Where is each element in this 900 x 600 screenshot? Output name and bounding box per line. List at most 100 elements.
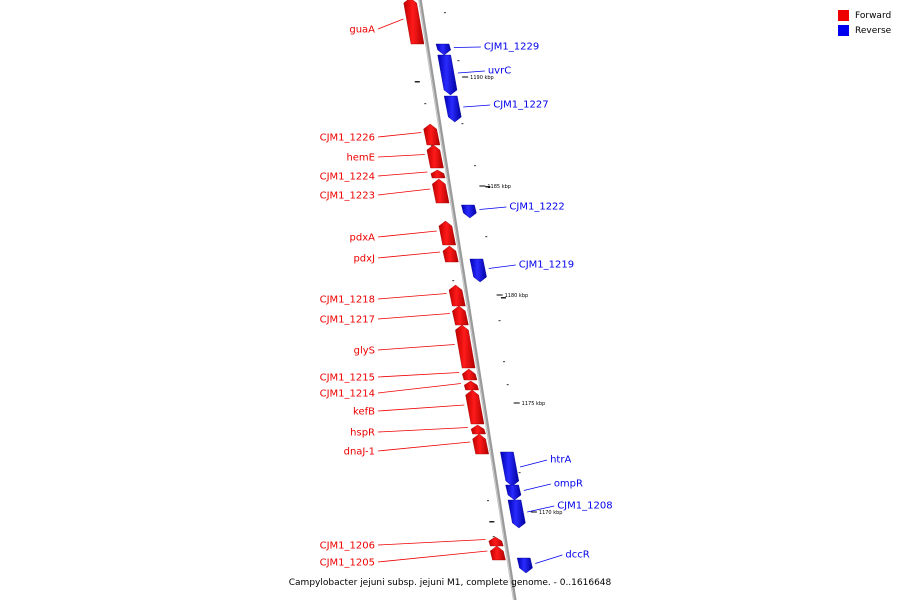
gene-label[interactable]: CJM1_1205 — [320, 558, 375, 569]
gene-arrow[interactable] — [469, 258, 487, 283]
gene-pdxa[interactable]: pdxA — [350, 220, 456, 246]
gene-kefb[interactable]: kefB — [353, 389, 485, 425]
gene-label[interactable]: CJM1_1219 — [519, 260, 574, 271]
gene-cjm1-1214[interactable]: CJM1_1214 — [320, 380, 479, 400]
gene-label[interactable]: CJM1_1214 — [320, 389, 375, 400]
gene-uvrc[interactable]: uvrC — [437, 54, 512, 96]
gene-cjm1-1218[interactable]: CJM1_1218 — [320, 284, 466, 307]
gene-arrow[interactable] — [443, 95, 462, 123]
gene-cjm1-1226[interactable]: CJM1_1226 — [320, 123, 441, 146]
gene-arrow[interactable] — [488, 536, 504, 547]
gene-label[interactable]: CJM1_1217 — [320, 315, 375, 326]
gene-htra[interactable]: htrA — [500, 451, 571, 487]
gene-dnaj-1[interactable]: dnaJ-1 — [344, 433, 489, 458]
gene-hspr[interactable]: hspR — [350, 424, 486, 439]
gene-label[interactable]: pdxJ — [353, 254, 375, 265]
gene-guaa[interactable]: guaA — [349, 0, 425, 45]
gene-cjm1-1215[interactable]: CJM1_1215 — [320, 368, 478, 384]
gene-leader-line — [377, 171, 428, 177]
forward-swatch — [838, 10, 849, 21]
gene-label[interactable]: dnaJ-1 — [344, 447, 375, 458]
gene-label[interactable]: htrA — [550, 455, 571, 466]
legend-label-reverse: Reverse — [855, 25, 892, 36]
gene-arrow[interactable] — [442, 245, 459, 263]
gene-label[interactable]: CJM1_1206 — [320, 541, 375, 552]
gene-label[interactable]: kefB — [353, 407, 375, 418]
gene-cjm1-1219[interactable]: CJM1_1219 — [469, 258, 574, 283]
gene-arrow[interactable] — [432, 178, 450, 204]
axis-dash-mark — [500, 297, 506, 299]
gene-cjm1-1208[interactable]: CJM1_1208 — [507, 499, 613, 529]
axis-dash-mark — [503, 361, 506, 363]
gene-arrow[interactable] — [463, 380, 479, 391]
gene-cjm1-1227[interactable]: CJM1_1227 — [443, 95, 549, 123]
gene-dccr[interactable]: dccR — [516, 550, 590, 574]
gene-arrow[interactable] — [438, 220, 456, 246]
gene-label[interactable]: hemE — [346, 153, 375, 164]
gene-label[interactable]: CJM1_1218 — [320, 295, 375, 306]
gene-label[interactable]: dccR — [565, 550, 589, 561]
gene-arrow[interactable] — [470, 424, 486, 435]
gene-label[interactable]: CJM1_1208 — [557, 501, 612, 512]
gene-arrow[interactable] — [455, 324, 476, 369]
gene-label[interactable]: CJM1_1215 — [320, 373, 375, 384]
gene-label[interactable]: uvrC — [488, 66, 511, 77]
gene-cjm1-1217[interactable]: CJM1_1217 — [320, 305, 469, 326]
gene-arrow[interactable] — [500, 451, 520, 487]
gene-label[interactable]: CJM1_1227 — [493, 100, 548, 111]
axis-dash-mark — [424, 103, 427, 105]
gene-label[interactable]: CJM1_1226 — [320, 133, 375, 144]
gene-arrow[interactable] — [462, 368, 478, 381]
gene-label[interactable]: CJM1_1222 — [509, 202, 564, 213]
gene-leader-line — [377, 372, 460, 378]
gene-cjm1-1223[interactable]: CJM1_1223 — [320, 178, 450, 204]
gene-glys[interactable]: glyS — [354, 324, 476, 369]
gene-arrow[interactable] — [465, 389, 485, 425]
gene-cjm1-1206[interactable]: CJM1_1206 — [320, 536, 504, 552]
genome-axis-highlight — [418, 0, 515, 600]
gene-arrow[interactable] — [461, 204, 477, 219]
gene-label[interactable]: guaA — [349, 25, 375, 36]
gene-arrow[interactable] — [472, 433, 489, 455]
gene-cjm1-1205[interactable]: CJM1_1205 — [320, 545, 506, 569]
gene-arrow[interactable] — [452, 305, 469, 326]
gene-label[interactable]: glyS — [354, 346, 375, 357]
gene-pdxj[interactable]: pdxJ — [353, 245, 459, 265]
gene-label[interactable]: pdxA — [350, 233, 376, 244]
gene-leader-line — [377, 313, 450, 320]
gene-cjm1-1229[interactable]: CJM1_1229 — [435, 42, 539, 56]
gene-arrow[interactable] — [423, 123, 441, 146]
gene-label[interactable]: CJM1_1224 — [320, 172, 375, 183]
gene-arrow[interactable] — [430, 169, 446, 179]
gene-arrow[interactable] — [505, 484, 522, 501]
gene-arrow[interactable] — [426, 144, 444, 169]
gene-cjm1-1224[interactable]: CJM1_1224 — [320, 169, 446, 183]
gene-leader-line — [479, 206, 507, 210]
gene-label[interactable]: ompR — [554, 479, 583, 490]
gene-arrow[interactable] — [448, 284, 466, 307]
gene-leader-line — [535, 554, 563, 564]
reverse-swatch — [838, 25, 849, 36]
gene-heme[interactable]: hemE — [346, 144, 444, 169]
legend-item-forward: Forward — [838, 8, 891, 23]
gene-leader-line — [520, 459, 548, 468]
tick-label: 1180 kbp — [505, 293, 529, 299]
gene-label[interactable]: CJM1_1229 — [484, 42, 539, 53]
gene-label[interactable]: hspR — [350, 428, 375, 439]
gene-arrow[interactable] — [490, 545, 506, 561]
gene-leader-line — [463, 104, 491, 108]
gene-leader-line — [377, 427, 468, 433]
gene-leader-line — [527, 505, 555, 513]
gene-ompr[interactable]: ompR — [505, 479, 583, 501]
gene-arrow[interactable] — [507, 499, 526, 529]
axis-dash-mark — [457, 60, 460, 62]
gene-cjm1-1222[interactable]: CJM1_1222 — [461, 202, 565, 219]
gene-arrow[interactable] — [516, 557, 533, 574]
gene-label[interactable]: CJM1_1223 — [320, 191, 375, 202]
tick-label: 1175 kbp — [522, 401, 546, 407]
gene-arrow[interactable] — [403, 0, 425, 45]
axis-dash-mark — [489, 521, 495, 523]
gene-arrow[interactable] — [435, 43, 451, 56]
axis-dash-mark — [485, 236, 488, 238]
gene-arrow[interactable] — [437, 54, 458, 96]
